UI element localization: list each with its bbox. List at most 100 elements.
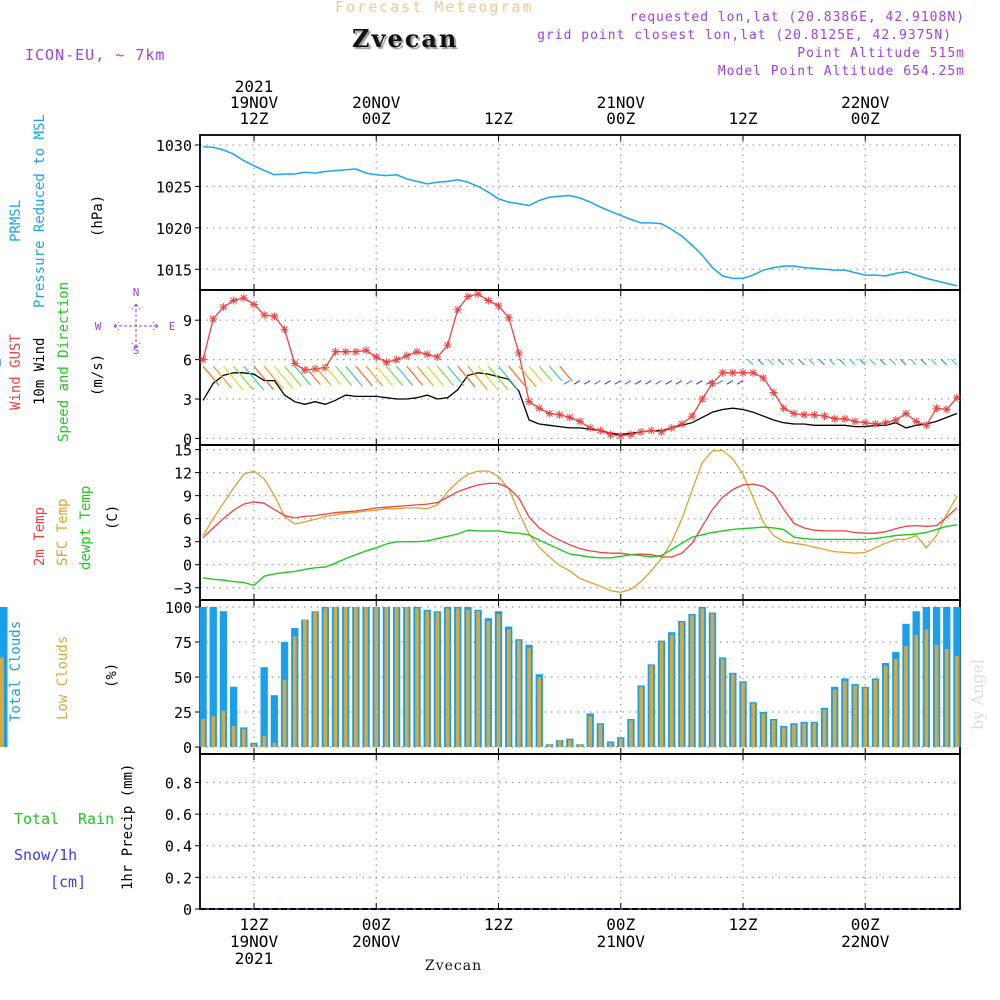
gust-point: [902, 409, 911, 418]
low-cloud-bar: [578, 744, 582, 747]
low-cloud-bar: [924, 629, 929, 747]
low-cloud-bar: [893, 658, 898, 747]
low-cloud-bar: [659, 642, 664, 747]
low-cloud-bar: [608, 742, 613, 747]
gust-point: [881, 418, 890, 427]
gust-point: [331, 347, 340, 356]
gust-point: [800, 410, 809, 419]
gust-point: [270, 312, 279, 321]
wind-direction-arrow: [467, 365, 488, 390]
wind-direction-arrow: [426, 365, 445, 387]
low-cloud-bar: [547, 744, 552, 747]
gust-point: [362, 346, 371, 355]
wind-direction-arrow: [508, 365, 529, 390]
precip-snow-unit: [cm]: [50, 873, 87, 891]
wind-direction-arrow: [828, 358, 836, 366]
gust-point: [810, 410, 819, 419]
low-cloud-bar: [486, 621, 491, 747]
gust-point: [239, 293, 248, 302]
y-tick-label: 0.2: [165, 869, 192, 887]
x-tick-label-top: 2021: [235, 77, 274, 96]
gust-point: [637, 427, 646, 436]
gust-point: [494, 301, 503, 310]
low-cloud-bar: [496, 614, 501, 747]
wind-direction-arrow: [406, 365, 424, 386]
y-tick-label: 9: [183, 488, 192, 506]
low-cloud-bar: [404, 607, 409, 747]
compass-letter: E: [169, 320, 176, 333]
wind-direction-arrow: [767, 358, 774, 366]
gust-point: [657, 427, 666, 436]
low-cloud-bar: [904, 646, 908, 747]
low-cloud-bar: [598, 724, 603, 747]
low-cloud-bar: [843, 681, 847, 747]
y-tick-label: 50: [174, 669, 192, 687]
wind-direction-arrow: [284, 365, 302, 387]
y-tick-label: 0.4: [165, 838, 192, 856]
gust-point: [759, 374, 768, 383]
dewpt-line: [202, 524, 958, 587]
panel-frame: [199, 753, 961, 910]
wind-direction-arrow: [869, 358, 876, 366]
gust-point: [952, 393, 961, 402]
wind-direction-arrow: [685, 380, 693, 385]
wind-direction-arrow: [365, 365, 384, 387]
low-cloud-bar: [680, 622, 684, 747]
x-tick-label-top: 22NOV: [841, 93, 890, 112]
gust-point: [942, 405, 951, 414]
low-cloud-bar: [802, 723, 806, 747]
gust-point: [341, 347, 350, 356]
footer-station: Zvecan: [425, 958, 483, 974]
wind-direction-arrow: [818, 358, 825, 366]
low-cloud-bar: [751, 703, 756, 747]
gust-point: [728, 368, 737, 377]
low-cloud-bar: [415, 608, 419, 747]
gust-point: [504, 313, 513, 322]
wind-direction-arrow: [436, 365, 455, 386]
gust-point: [484, 296, 493, 305]
wind-direction-arrow: [695, 380, 703, 385]
low-cloud-bar: [944, 649, 949, 747]
gust-point: [708, 379, 717, 388]
x-tick-label-bottom: 22NOV: [841, 932, 890, 951]
y-tick-label: 0.6: [165, 806, 192, 824]
wind-direction-arrow: [950, 358, 958, 366]
low-cloud-bar: [853, 685, 857, 747]
gust-point: [677, 419, 686, 428]
wind-direction-arrow: [583, 380, 591, 385]
wind-direction-arrow: [645, 380, 652, 385]
gust-point: [749, 368, 758, 377]
gust-point: [840, 414, 849, 423]
wind-direction-arrow: [304, 365, 321, 386]
low-cloud-bar: [618, 738, 623, 747]
low-cloud-bar: [506, 629, 511, 747]
wind-direction-arrow: [594, 380, 601, 385]
low-cloud-bar: [639, 686, 643, 747]
gust-point: [626, 430, 635, 439]
wind-direction-arrow: [849, 358, 856, 366]
gust-point: [871, 419, 880, 428]
wind-direction-arrow: [624, 380, 632, 385]
wind-direction-arrow: [859, 358, 866, 366]
wind-direction-arrow: [757, 358, 764, 366]
low-cloud-bar: [343, 607, 348, 747]
x-tick-label-bottom: 2021: [235, 949, 274, 968]
y-tick-label: 12: [174, 465, 192, 483]
low-cloud-bar: [476, 611, 480, 747]
x-tick-label-top: 12Z: [729, 109, 758, 128]
y-tick-label: 0: [183, 901, 192, 919]
x-tick-label-bottom: 00Z: [851, 915, 880, 934]
gust-point: [586, 423, 595, 432]
gust-point: [739, 368, 748, 377]
wind-direction-arrow: [798, 358, 805, 366]
wind-direction-arrow: [396, 365, 414, 386]
panel-frame: [199, 134, 961, 291]
low-cloud-bar: [333, 607, 338, 747]
wind-direction-arrow: [899, 358, 907, 366]
wind-direction-arrow: [838, 358, 846, 366]
x-tick-label-top: 20NOV: [352, 93, 401, 112]
compass-letter: N: [133, 286, 140, 299]
low-cloud-bar: [455, 608, 460, 747]
